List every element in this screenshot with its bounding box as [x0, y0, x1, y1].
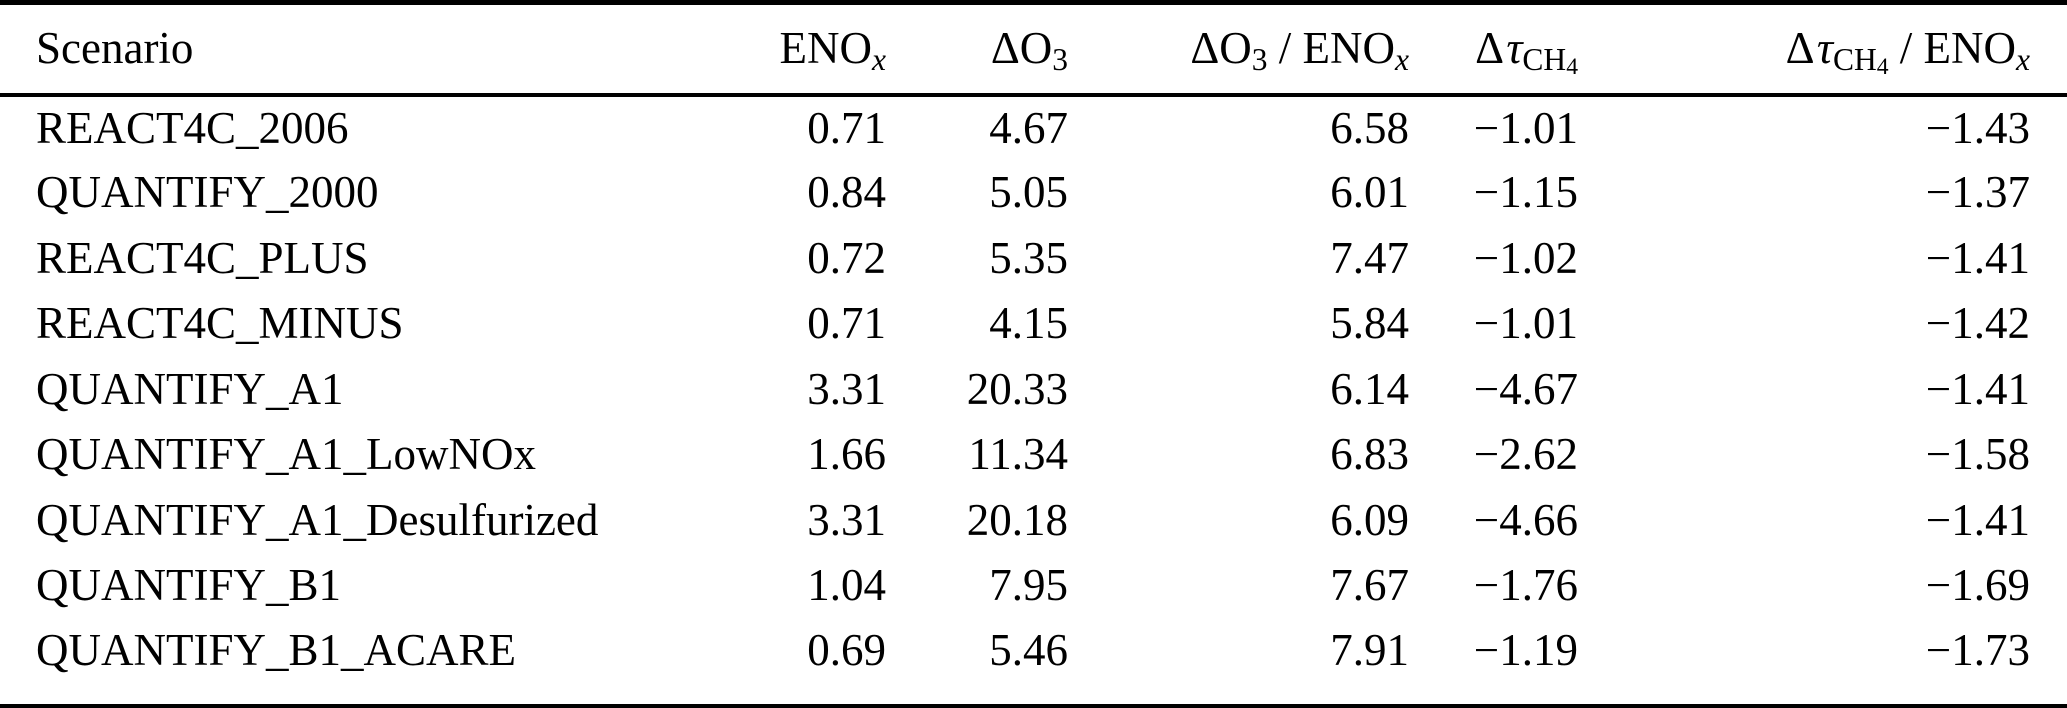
- scenario-cell: REACT4C_2006: [36, 102, 349, 153]
- table-row: REACT4C_PLUS 0.72 5.35 7.47 −1.02 −1.41: [0, 225, 2067, 290]
- delta-tau-ch4-cell: −1.01: [1473, 102, 1578, 153]
- spacer-cell: [0, 684, 2067, 706]
- delta-tau-ch4-per-enox-cell: −1.58: [1925, 429, 2030, 480]
- delta-tau-ch4-cell: −4.66: [1473, 494, 1578, 545]
- table-row: QUANTIFY_B1 1.04 7.95 7.67 −1.76 −1.69: [0, 553, 2067, 618]
- subscript-x: x: [2016, 42, 2030, 78]
- scenario-cell: QUANTIFY_B1: [36, 560, 342, 611]
- delta-tau-ch4-per-enox-cell: −1.69: [1925, 560, 2030, 611]
- delta-tau-ch4-cell: −1.76: [1473, 560, 1578, 611]
- enox-cell: 3.31: [807, 363, 886, 414]
- header-row: Scenario ENOx ΔO3 ΔO3 / ENOx ΔτCH4 ΔτCH4…: [0, 3, 2067, 95]
- table-row: REACT4C_MINUS 0.71 4.15 5.84 −1.01 −1.42: [0, 291, 2067, 356]
- delta-o3-per-enox-cell: 7.91: [1330, 625, 1409, 676]
- table-row: QUANTIFY_A1_Desulfurized 3.31 20.18 6.09…: [0, 487, 2067, 552]
- enox-cell: 1.66: [807, 429, 886, 480]
- header-text: Δ: [1785, 23, 1815, 74]
- delta-tau-ch4-per-enox-cell: −1.43: [1925, 102, 2030, 153]
- delta-tau-ch4-per-enox-cell: −1.42: [1925, 298, 2030, 349]
- delta-tau-ch4-per-enox-cell: −1.37: [1925, 167, 2030, 218]
- subscript-ch4: CH4: [1522, 42, 1578, 81]
- header-text: ΔO: [1190, 23, 1252, 74]
- scenario-cell: QUANTIFY_A1: [36, 363, 344, 414]
- delta-o3-cell: 5.46: [989, 625, 1068, 676]
- delta-tau-ch4-per-enox-cell: −1.41: [1925, 494, 2030, 545]
- delta-o3-cell: 5.35: [989, 232, 1068, 283]
- enox-cell: 0.71: [807, 102, 886, 153]
- tau-symbol: τ: [1506, 23, 1523, 74]
- delta-o3-per-enox-cell: 6.14: [1330, 363, 1409, 414]
- subscript-x: x: [872, 42, 886, 78]
- delta-o3-per-enox-cell: 7.67: [1330, 560, 1409, 611]
- enox-cell: 0.69: [807, 625, 886, 676]
- delta-tau-ch4-cell: −1.15: [1473, 167, 1578, 218]
- enox-cell: 0.72: [807, 232, 886, 283]
- scenario-cell: QUANTIFY_A1_Desulfurized: [36, 494, 599, 545]
- delta-o3-cell: 11.34: [968, 429, 1068, 480]
- spacer-row: [0, 684, 2067, 706]
- table-row: QUANTIFY_A1 3.31 20.33 6.14 −4.67 −1.41: [0, 356, 2067, 421]
- delta-o3-cell: 20.33: [966, 363, 1068, 414]
- scenario-cell: REACT4C_MINUS: [36, 298, 404, 349]
- col-header-scenario: Scenario: [36, 23, 194, 74]
- delta-o3-cell: 4.67: [989, 102, 1068, 153]
- subscript-3: 3: [1251, 42, 1268, 78]
- delta-o3-cell: 5.05: [989, 167, 1068, 218]
- col-header-delta-o3: ΔO3: [890, 3, 1068, 95]
- subscript-4: 4: [1876, 54, 1889, 81]
- delta-tau-ch4-per-enox-cell: −1.73: [1925, 625, 2030, 676]
- scenario-cell: REACT4C_PLUS: [36, 232, 369, 283]
- table-row: REACT4C_2006 0.71 4.67 6.58 −1.01 −1.43: [0, 95, 2067, 160]
- delta-tau-ch4-cell: −1.02: [1473, 232, 1578, 283]
- delta-tau-ch4-cell: −2.62: [1473, 429, 1578, 480]
- enox-cell: 0.84: [807, 167, 886, 218]
- header-text: ΔO: [990, 23, 1053, 74]
- subscript-x: x: [1395, 42, 1409, 78]
- delta-o3-per-enox-cell: 6.83: [1330, 429, 1409, 480]
- delta-o3-per-enox-cell: 7.47: [1330, 232, 1409, 283]
- header-text: Δ: [1475, 23, 1505, 74]
- header-text: / ENO: [1267, 23, 1396, 74]
- delta-o3-per-enox-cell: 6.58: [1330, 102, 1409, 153]
- delta-tau-ch4-cell: −1.01: [1473, 298, 1578, 349]
- delta-o3-cell: 7.95: [989, 560, 1068, 611]
- delta-o3-cell: 20.18: [966, 494, 1068, 545]
- header-text: ENO: [779, 23, 873, 74]
- header-text: / ENO: [1888, 23, 2017, 74]
- delta-tau-ch4-cell: −1.19: [1473, 625, 1578, 676]
- subscript-4: 4: [1566, 54, 1578, 81]
- scenario-cell: QUANTIFY_A1_LowNOx: [36, 429, 536, 480]
- delta-o3-per-enox-cell: 5.84: [1330, 298, 1409, 349]
- delta-o3-cell: 4.15: [989, 298, 1068, 349]
- delta-tau-ch4-cell: −4.67: [1473, 363, 1578, 414]
- subscript-ch4: CH4: [1832, 42, 1889, 81]
- table-row: QUANTIFY_2000 0.84 5.05 6.01 −1.15 −1.37: [0, 160, 2067, 225]
- delta-o3-per-enox-cell: 6.01: [1330, 167, 1409, 218]
- enox-cell: 0.71: [807, 298, 886, 349]
- delta-tau-ch4-per-enox-cell: −1.41: [1925, 232, 2030, 283]
- enox-cell: 1.04: [807, 560, 886, 611]
- col-header-delta-tau-ch4: ΔτCH4: [1413, 3, 1590, 95]
- scenario-cell: QUANTIFY_2000: [36, 167, 379, 218]
- col-header-enox: ENOx: [660, 3, 890, 95]
- subscript-3: 3: [1052, 42, 1068, 78]
- tau-symbol: τ: [1816, 23, 1833, 74]
- scenario-cell: QUANTIFY_B1_ACARE: [36, 625, 517, 676]
- col-header-delta-o3-per-enox: ΔO3 / ENOx: [1068, 3, 1413, 95]
- table-row: QUANTIFY_B1_ACARE 0.69 5.46 7.91 −1.19 −…: [0, 618, 2067, 683]
- enox-cell: 3.31: [807, 494, 886, 545]
- delta-o3-per-enox-cell: 6.09: [1330, 494, 1409, 545]
- table-row: QUANTIFY_A1_LowNOx 1.66 11.34 6.83 −2.62…: [0, 422, 2067, 487]
- delta-tau-ch4-per-enox-cell: −1.41: [1925, 363, 2030, 414]
- col-header-delta-tau-ch4-per-enox: ΔτCH4 / ENOx: [1590, 3, 2067, 95]
